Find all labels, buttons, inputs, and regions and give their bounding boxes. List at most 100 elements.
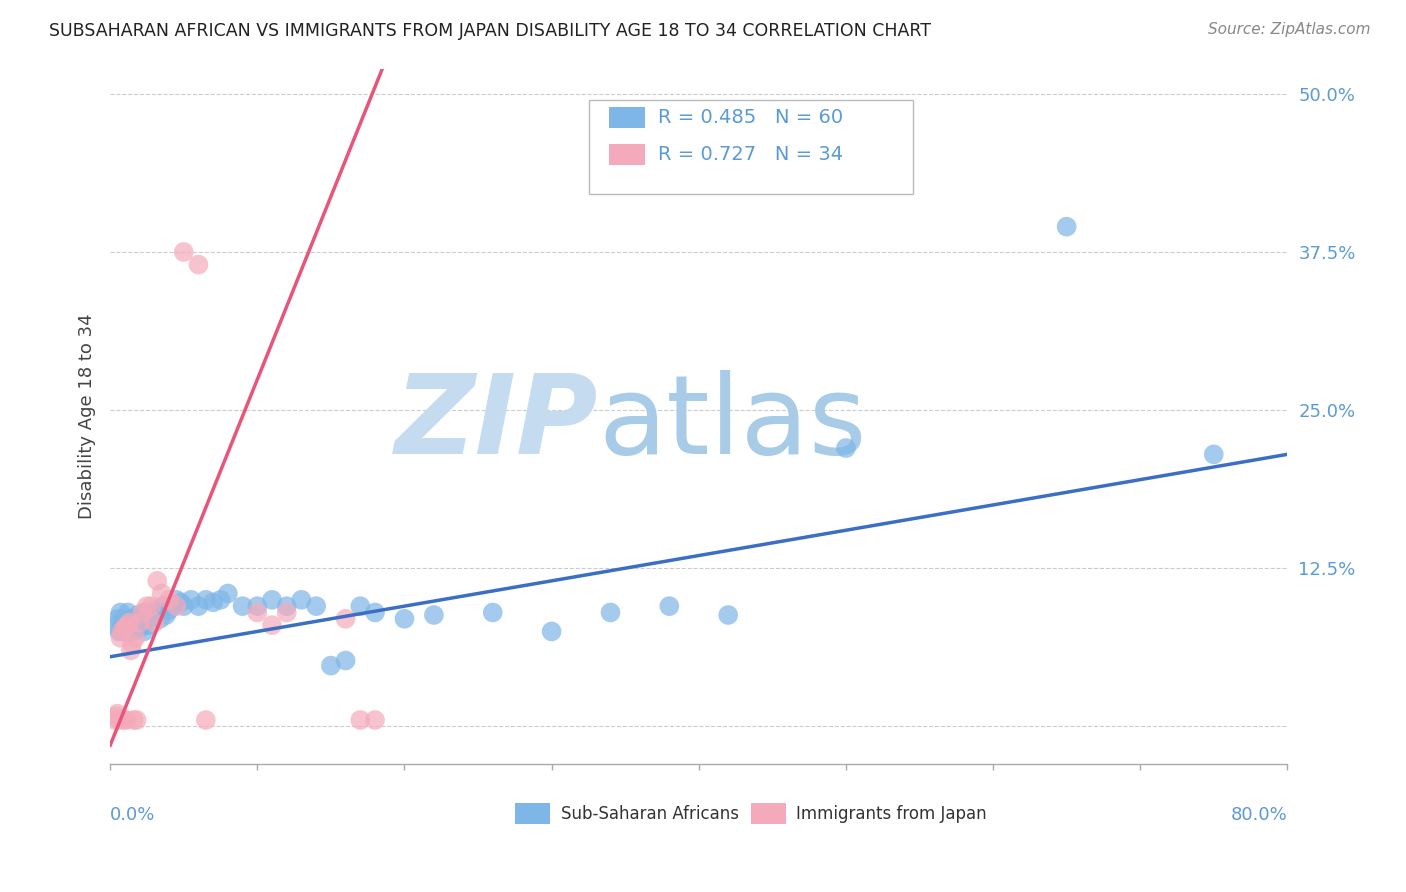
Point — [132, 624, 155, 639]
Point — [121, 624, 143, 639]
Text: Sub-Saharan Africans: Sub-Saharan Africans — [561, 805, 740, 823]
FancyBboxPatch shape — [515, 803, 550, 824]
Point — [276, 606, 298, 620]
Text: R = 0.727   N = 34: R = 0.727 N = 34 — [658, 145, 842, 163]
Point — [232, 599, 254, 614]
Point — [121, 637, 143, 651]
Point — [173, 244, 195, 259]
Point — [165, 599, 187, 614]
Point — [120, 643, 142, 657]
Point — [157, 603, 180, 617]
Point — [124, 621, 146, 635]
Point — [105, 618, 128, 632]
Point — [835, 441, 858, 455]
Point — [364, 606, 387, 620]
Point — [187, 258, 209, 272]
Point — [143, 615, 166, 630]
Point — [112, 612, 135, 626]
Point — [111, 618, 134, 632]
Point — [127, 607, 149, 622]
Point — [364, 713, 387, 727]
Point — [112, 713, 135, 727]
Point — [394, 612, 416, 626]
Point — [107, 612, 129, 626]
Point — [108, 713, 131, 727]
Point — [122, 713, 145, 727]
Point — [141, 607, 163, 622]
FancyBboxPatch shape — [609, 107, 644, 128]
Point — [217, 586, 239, 600]
Text: SUBSAHARAN AFRICAN VS IMMIGRANTS FROM JAPAN DISABILITY AGE 18 TO 34 CORRELATION : SUBSAHARAN AFRICAN VS IMMIGRANTS FROM JA… — [49, 22, 931, 40]
Point — [118, 615, 141, 630]
Point — [349, 599, 371, 614]
Text: atlas: atlas — [599, 370, 868, 477]
Point — [260, 592, 283, 607]
Point — [128, 615, 150, 630]
Point — [152, 599, 174, 614]
Point — [481, 606, 503, 620]
Point — [141, 599, 163, 614]
Point — [319, 658, 342, 673]
Point — [540, 624, 562, 639]
Point — [1056, 219, 1078, 234]
Point — [194, 592, 217, 607]
Point — [180, 592, 202, 607]
Point — [146, 574, 169, 588]
Point — [1202, 447, 1225, 461]
Point — [155, 607, 177, 622]
Point — [335, 654, 357, 668]
Point — [129, 621, 152, 635]
Point — [136, 612, 159, 626]
Point — [108, 624, 131, 639]
Point — [103, 713, 125, 727]
Point — [349, 713, 371, 727]
Point — [423, 607, 446, 622]
Point — [150, 586, 173, 600]
Point — [131, 606, 153, 620]
Point — [209, 592, 232, 607]
Point — [114, 621, 136, 635]
Point — [110, 606, 132, 620]
Point — [110, 631, 132, 645]
Point — [149, 612, 172, 626]
Point — [131, 618, 153, 632]
Text: Immigrants from Japan: Immigrants from Japan — [796, 805, 987, 823]
Point — [138, 618, 160, 632]
Point — [170, 595, 193, 609]
Text: R = 0.485   N = 60: R = 0.485 N = 60 — [658, 109, 842, 128]
Point — [165, 592, 187, 607]
Point — [658, 599, 681, 614]
Point — [134, 606, 156, 620]
Point — [157, 592, 180, 607]
Point — [117, 606, 139, 620]
FancyBboxPatch shape — [589, 100, 912, 194]
Point — [136, 599, 159, 614]
Point — [118, 618, 141, 632]
Point — [173, 599, 195, 614]
Point — [290, 592, 312, 607]
Point — [146, 603, 169, 617]
Point — [120, 612, 142, 626]
Point — [599, 606, 621, 620]
Point — [717, 607, 740, 622]
Point — [160, 599, 183, 614]
Point — [276, 599, 298, 614]
Point — [124, 631, 146, 645]
Point — [125, 615, 148, 630]
Point — [115, 618, 138, 632]
Point — [117, 618, 139, 632]
FancyBboxPatch shape — [609, 144, 644, 164]
Point — [260, 618, 283, 632]
Y-axis label: Disability Age 18 to 34: Disability Age 18 to 34 — [79, 314, 96, 519]
Point — [122, 612, 145, 626]
Point — [143, 606, 166, 620]
Point — [202, 595, 225, 609]
Point — [105, 709, 128, 723]
Point — [128, 612, 150, 626]
Point — [187, 599, 209, 614]
Text: Source: ZipAtlas.com: Source: ZipAtlas.com — [1208, 22, 1371, 37]
Point — [111, 624, 134, 639]
Point — [305, 599, 328, 614]
Point — [114, 624, 136, 639]
Point — [246, 599, 269, 614]
